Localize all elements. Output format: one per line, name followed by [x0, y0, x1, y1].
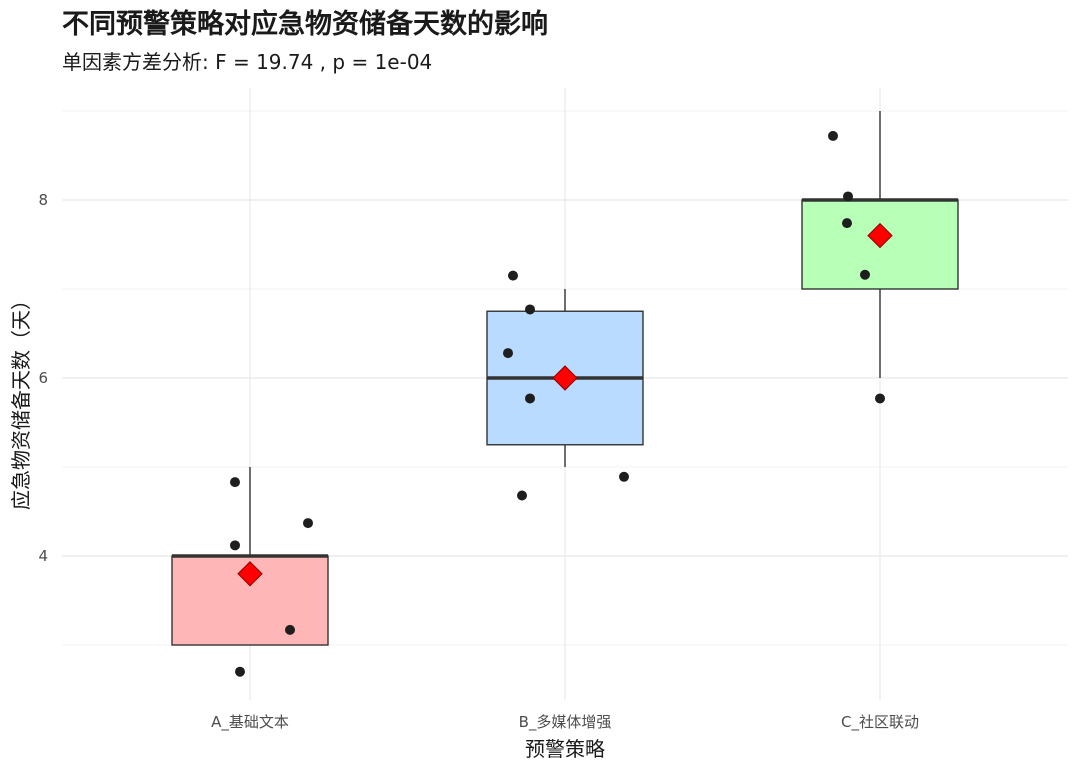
y-tick-labels: 4 6 8 — [38, 191, 48, 565]
box-groups — [171, 111, 959, 677]
data-point — [230, 540, 240, 551]
x-axis-title: 预警策略 — [525, 737, 605, 761]
x-tick-labels: A_基础文本 B_多媒体增强 C_社区联动 — [211, 713, 919, 732]
box-group — [801, 111, 959, 404]
data-point — [230, 477, 240, 488]
data-point — [235, 666, 245, 677]
data-point — [508, 270, 518, 281]
mean-marker — [237, 561, 263, 587]
mean-marker — [552, 365, 578, 391]
data-point — [860, 269, 870, 280]
data-point — [285, 624, 295, 635]
x-tick-label: A_基础文本 — [211, 713, 289, 732]
x-tick-label: C_社区联动 — [841, 713, 919, 732]
box-group — [486, 270, 644, 501]
y-tick-label: 6 — [38, 369, 48, 387]
chart-subtitle: 单因素方差分析: F = 19.74 , p = 1e-04 — [62, 50, 432, 74]
data-point — [517, 490, 527, 501]
mean-marker — [867, 222, 893, 249]
data-point — [525, 393, 535, 404]
data-point — [842, 218, 852, 229]
data-point — [875, 393, 885, 404]
x-tick-label: B_多媒体增强 — [519, 713, 612, 732]
data-point — [303, 518, 313, 529]
data-point — [828, 130, 838, 141]
y-tick-label: 8 — [38, 191, 48, 209]
data-point — [503, 348, 513, 359]
data-point — [843, 191, 853, 202]
data-point — [525, 304, 535, 315]
box-group — [171, 467, 329, 677]
y-axis-title: 应急物资储备天数（天） — [9, 290, 33, 510]
data-point — [619, 471, 629, 482]
y-tick-label: 4 — [38, 547, 48, 565]
chart-title: 不同预警策略对应急物资储备天数的影响 — [62, 8, 548, 40]
